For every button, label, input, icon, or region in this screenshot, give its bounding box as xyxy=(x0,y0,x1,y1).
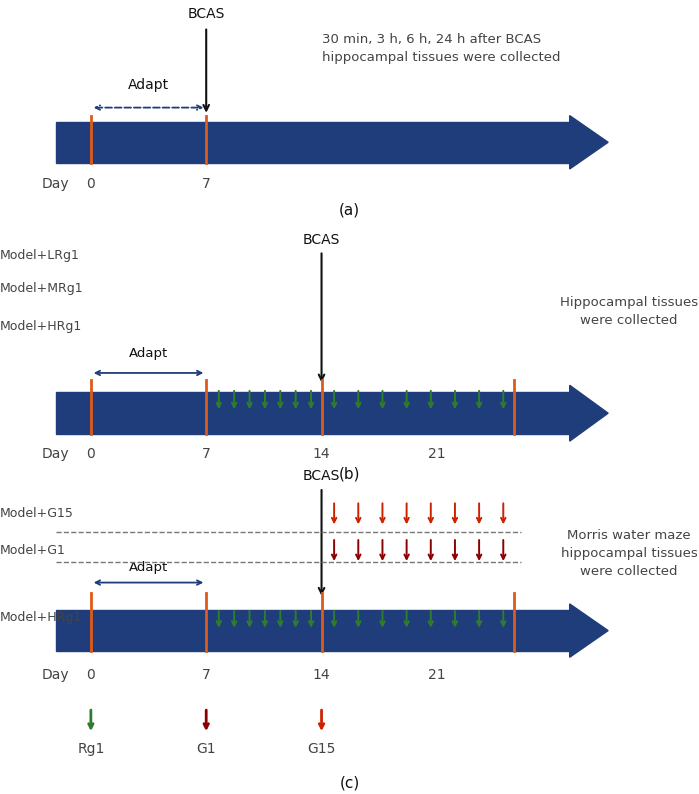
Polygon shape xyxy=(570,385,608,441)
Text: 0: 0 xyxy=(87,447,95,461)
Text: Model+HRg1: Model+HRg1 xyxy=(0,611,82,624)
Text: Hippocampal tissues
were collected: Hippocampal tissues were collected xyxy=(560,296,698,327)
Text: Model+G1: Model+G1 xyxy=(0,544,66,557)
Text: Day: Day xyxy=(42,177,70,191)
Text: Model+LRg1: Model+LRg1 xyxy=(0,249,80,262)
Text: Morris water maze
hippocampal tissues
were collected: Morris water maze hippocampal tissues we… xyxy=(561,530,698,578)
Text: 14: 14 xyxy=(312,668,331,682)
Text: 7: 7 xyxy=(202,668,210,682)
Text: 7: 7 xyxy=(202,177,210,191)
Polygon shape xyxy=(570,116,608,169)
Text: Day: Day xyxy=(42,447,70,461)
Text: 30 min, 3 h, 6 h, 24 h after BCAS
hippocampal tissues were collected: 30 min, 3 h, 6 h, 24 h after BCAS hippoc… xyxy=(322,33,560,64)
Text: 0: 0 xyxy=(87,177,95,191)
Bar xyxy=(56,611,577,651)
Text: Adapt: Adapt xyxy=(128,78,169,92)
Text: 21: 21 xyxy=(428,447,446,461)
Text: Model+MRg1: Model+MRg1 xyxy=(0,282,84,295)
Text: G15: G15 xyxy=(308,742,336,757)
Bar xyxy=(56,122,577,163)
Text: Adapt: Adapt xyxy=(129,347,168,360)
Text: (a): (a) xyxy=(339,203,360,218)
Text: 0: 0 xyxy=(87,668,95,682)
Text: (c): (c) xyxy=(340,776,359,791)
Text: 14: 14 xyxy=(312,447,331,461)
Polygon shape xyxy=(570,604,608,657)
Text: 21: 21 xyxy=(428,668,446,682)
Text: BCAS: BCAS xyxy=(187,6,225,21)
Bar xyxy=(56,392,577,434)
Text: Day: Day xyxy=(42,668,70,682)
Text: G1: G1 xyxy=(196,742,216,757)
Text: 7: 7 xyxy=(202,447,210,461)
Text: BCAS: BCAS xyxy=(303,468,340,483)
Text: Rg1: Rg1 xyxy=(77,742,105,757)
Text: Model+HRg1: Model+HRg1 xyxy=(0,320,82,333)
Text: (b): (b) xyxy=(339,467,360,482)
Text: Adapt: Adapt xyxy=(129,561,168,574)
Text: Model+G15: Model+G15 xyxy=(0,507,74,520)
Text: BCAS: BCAS xyxy=(303,233,340,247)
